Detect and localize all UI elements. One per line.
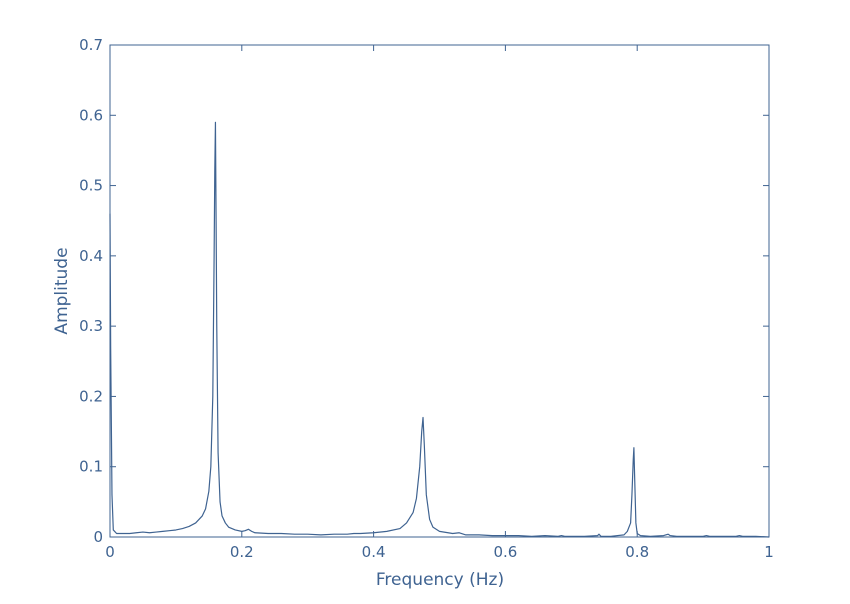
- x-tick-label: 0.6: [493, 543, 517, 561]
- plot-frame: [109, 44, 770, 538]
- x-tick-label: 0: [105, 543, 115, 561]
- series-layer: [109, 121, 770, 538]
- x-tick-label: 0.8: [625, 543, 649, 561]
- y-axis-ticks: 0 0.1 0.2 0.3 0.4 0.5 0.6 0.7: [79, 36, 769, 546]
- y-tick-label: 0.6: [79, 106, 103, 124]
- y-tick-label: 0.3: [79, 317, 103, 335]
- x-tick-label: 1: [764, 543, 774, 561]
- x-axis-ticks: 0 0.2 0.4 0.6 0.8 1: [105, 45, 774, 561]
- y-tick-label: 0.5: [79, 177, 103, 195]
- x-tick-label: 0.4: [362, 543, 386, 561]
- y-tick-label: 0.7: [79, 36, 103, 54]
- y-tick-label: 0: [93, 528, 103, 546]
- y-tick-label: 0.2: [79, 387, 103, 405]
- x-tick-label: 0.2: [230, 543, 254, 561]
- y-tick-label: 0.4: [79, 247, 103, 265]
- y-tick-label: 0.1: [79, 458, 103, 476]
- plot-border: [109, 44, 770, 538]
- y-axis-label: Amplitude: [52, 247, 72, 334]
- series-line: [109, 121, 770, 538]
- x-axis-label: Frequency (Hz): [376, 570, 504, 590]
